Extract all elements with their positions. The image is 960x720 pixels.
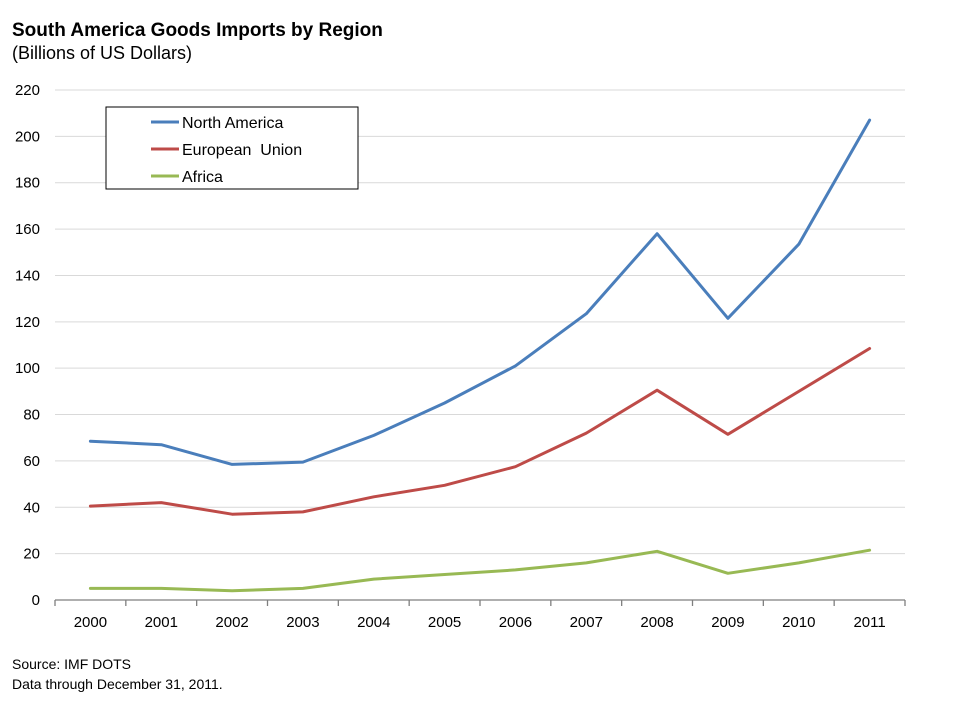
x-tick-label: 2002: [215, 614, 248, 631]
y-tick-label: 20: [23, 546, 40, 563]
x-axis-ticks: 2000 2001 2002 2003 2004 2005 2006 2007 2008 2009…: [74, 614, 886, 631]
legend: North America European Union Africa: [105, 106, 359, 190]
y-tick-label: 120: [15, 314, 40, 331]
y-tick-label: 160: [15, 221, 40, 238]
x-tick-label: 2007: [570, 614, 603, 631]
y-axis-ticks: 0 20 40 60 80 100 120 140 160 180 200 220: [15, 82, 40, 609]
y-tick-label: 100: [15, 360, 40, 377]
axes: [54, 599, 906, 606]
y-tick-label: 40: [23, 499, 40, 516]
x-tick-label: 2000: [74, 614, 107, 631]
chart-subtitle: (Billions of US Dollars): [12, 43, 193, 63]
legend-label: European Union: [182, 142, 302, 159]
x-tick-label: 2008: [640, 614, 673, 631]
y-tick-label: 220: [15, 82, 40, 99]
source-note: Source: IMF DOTS: [12, 656, 132, 672]
x-tick-label: 2001: [145, 614, 178, 631]
y-tick-label: 60: [23, 453, 40, 470]
series-line-1: [88, 347, 872, 516]
y-tick-label: 80: [23, 407, 40, 424]
legend-box: [105, 106, 359, 190]
x-tick-label: 2009: [711, 614, 744, 631]
chart-title: South America Goods Imports by Region: [12, 20, 383, 41]
series-lines: [88, 118, 872, 593]
legend-label: North America: [182, 115, 283, 132]
series-line-0: [88, 118, 872, 466]
y-tick-label: 140: [15, 267, 40, 284]
y-tick-label: 180: [15, 175, 40, 192]
series-line-2: [88, 548, 872, 593]
y-tick-label: 0: [32, 592, 40, 609]
x-tick-label: 2003: [286, 614, 319, 631]
legend-label: Africa: [182, 169, 223, 186]
x-tick-label: 2011: [853, 614, 885, 631]
x-tick-label: 2005: [428, 614, 461, 631]
x-tick-label: 2006: [499, 614, 532, 631]
data-through-note: Data through December 31, 2011.: [12, 676, 223, 692]
y-tick-label: 200: [15, 128, 40, 145]
x-tick-label: 2010: [782, 614, 815, 631]
x-tick-label: 2004: [357, 614, 390, 631]
